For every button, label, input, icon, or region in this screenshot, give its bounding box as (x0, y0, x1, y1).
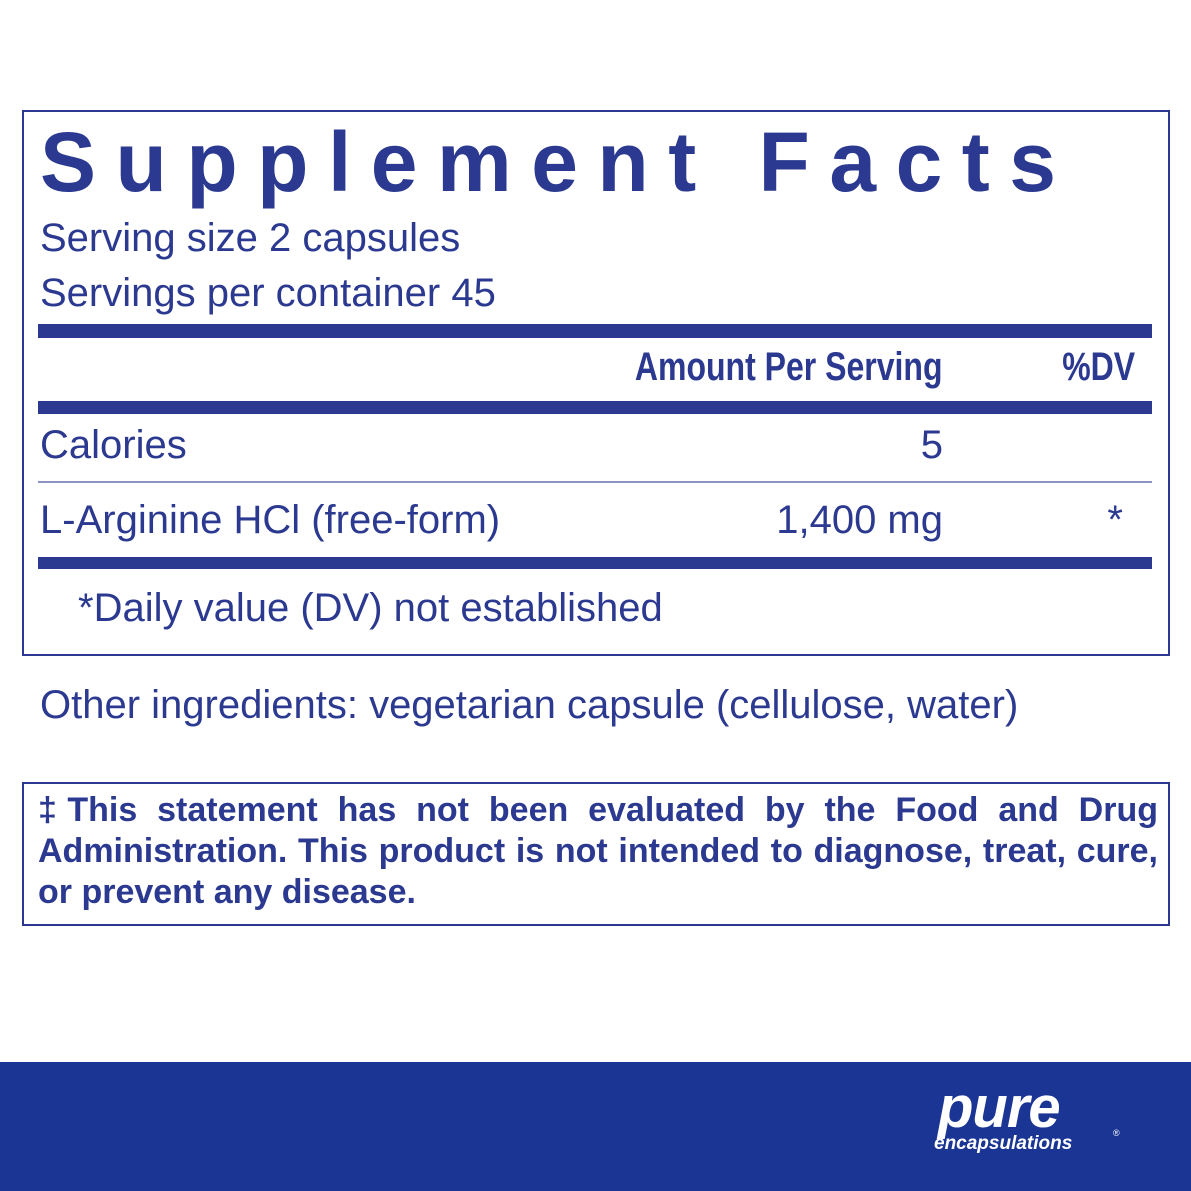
row-name: L-Arginine HCl (free-form) (40, 498, 501, 542)
row-dv: * (1107, 498, 1123, 542)
divider-thin (38, 481, 1152, 483)
divider-thick (38, 324, 1152, 338)
servings-per-container: Servings per container 45 (40, 271, 496, 315)
row-name: Calories (40, 423, 187, 467)
disclaimer: ‡This statement has not been evaluated b… (38, 791, 1158, 911)
header-amount: Amount Per Serving (635, 345, 943, 389)
disclaimer-box (22, 782, 1170, 926)
footer-band (0, 1062, 1191, 1191)
row-amount: 5 (920, 423, 943, 467)
logo-pure: pure (938, 1075, 1061, 1140)
divider-thick (38, 401, 1152, 414)
row-amount: 1,400 mg (776, 498, 943, 542)
divider-thick (38, 557, 1152, 569)
other-ingredients: Other ingredients: vegetarian capsule (c… (40, 683, 1019, 727)
footnote: *Daily value (DV) not established (78, 586, 663, 630)
registered-mark: ® (1113, 1128, 1120, 1138)
title: Supplement Facts (40, 115, 1076, 209)
supplement-facts-box (22, 110, 1170, 656)
serving-size: Serving size 2 capsules (40, 216, 461, 260)
logo-encapsulations: encapsulations (934, 1133, 1073, 1154)
header-dv: %DV (1062, 345, 1135, 389)
